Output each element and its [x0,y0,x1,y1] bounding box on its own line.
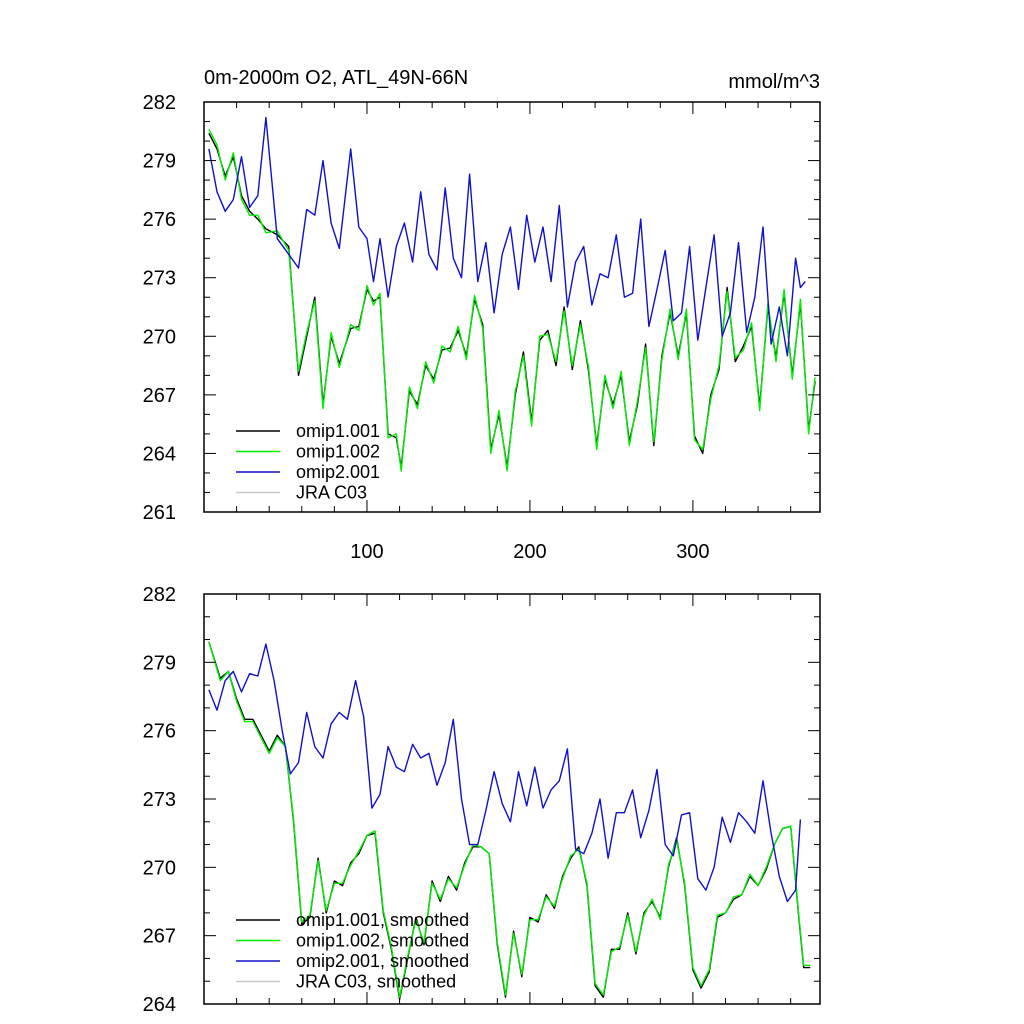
legend-label: JRA C03, smoothed [296,972,456,992]
legend-label: omip1.001, smoothed [296,910,469,930]
bottom-plot-frame [203,593,821,1005]
legend-label: omip1.002 [296,442,380,462]
bottom-panel: 264 267 270 273 276 279 282 omip1.001, smoothe… [143,584,821,1016]
top-series-layer [208,116,816,472]
legend-label: JRA C03 [296,483,367,503]
y-tick-label: 264 [143,994,176,1016]
legend-label: omip2.001 [296,462,380,482]
y-tick-label: 270 [143,857,176,879]
y-tick-label: 264 [143,443,176,465]
y-tick-label: 261 [143,502,176,524]
series-line-1 [208,128,816,472]
y-tick-label: 273 [143,268,176,290]
top-panel-title: 0m-2000m O2, ATL_49N-66N [204,67,468,89]
top-panel-units: mmol/m^3 [728,71,820,93]
bottom-axes-layer: 264 267 270 273 276 279 282 [143,584,820,1016]
x-tick-label: 200 [513,541,546,563]
top-plot-frame [203,101,821,513]
x-tick-label: 300 [676,541,709,563]
series-line-1 [208,641,811,998]
y-tick-label: 276 [143,721,176,743]
legend-label: omip1.002, smoothed [296,931,469,951]
y-tick-label: 282 [143,92,176,114]
y-tick-label: 270 [143,326,176,348]
y-tick-label: 276 [143,209,176,231]
top-axes-layer: 261 264 267 270 273 276 279 282 100 200 300 [143,92,820,563]
legend-label: omip2.001, smoothed [296,951,469,971]
legend-label: omip1.001 [296,421,380,441]
top-panel: 0m-2000m O2, ATL_49N-66N mmol/m^3 261 264… [143,67,821,563]
y-tick-label: 267 [143,926,176,948]
y-tick-label: 282 [143,584,176,606]
bottom-series-layer [208,641,811,1001]
series-line-2 [208,116,806,357]
y-tick-label: 273 [143,789,176,811]
x-tick-label: 100 [350,541,383,563]
series-line-2 [208,643,802,903]
y-tick-label: 279 [143,652,176,674]
y-tick-label: 279 [143,151,176,173]
y-tick-label: 267 [143,385,176,407]
